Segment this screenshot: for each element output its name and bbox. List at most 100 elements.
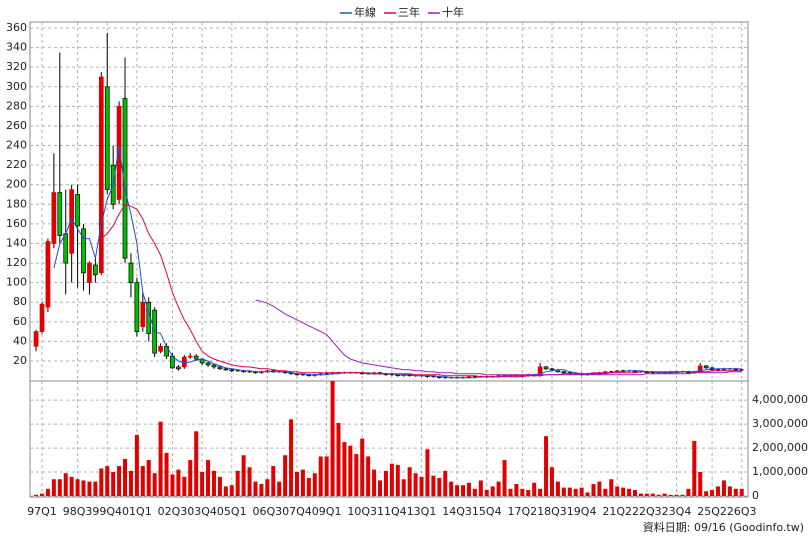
volume-bar — [686, 488, 691, 496]
x-tick-label: 26Q3 — [727, 505, 757, 518]
volume-bar — [294, 472, 299, 496]
volume-bar — [585, 492, 590, 496]
y2-tick-label: 1,000,000 — [752, 465, 808, 478]
x-tick-label: 01Q1 — [122, 505, 152, 518]
volume-bar — [455, 485, 460, 496]
candle-body — [223, 368, 229, 371]
volume-bar — [146, 460, 151, 496]
volume-bar — [51, 479, 56, 496]
volume-bar — [621, 487, 626, 496]
x-tick-label: 23Q4 — [662, 505, 692, 518]
volume-bar — [591, 484, 596, 496]
volume-bar — [532, 482, 537, 496]
volume-bar — [170, 474, 175, 496]
volume-bar — [123, 458, 128, 496]
volume-bar — [300, 469, 305, 496]
volume-bar — [152, 473, 157, 496]
x-tick-label: 09Q1 — [312, 505, 342, 518]
volume-bar — [389, 463, 394, 496]
volume-bar — [324, 456, 329, 496]
x-tick-label: 07Q4 — [282, 505, 312, 518]
y-tick-label: 120 — [6, 256, 27, 269]
x-tick-label: 21Q2 — [602, 505, 632, 518]
candle-body — [104, 86, 110, 190]
volume-bar — [478, 480, 483, 496]
candle-body — [33, 331, 39, 347]
volume-bar — [289, 419, 294, 496]
volume-bar — [561, 487, 566, 496]
candle-body — [158, 345, 163, 352]
volume-bar — [176, 469, 181, 496]
volume-bar — [484, 490, 489, 496]
volume-bar — [360, 438, 365, 496]
volume-bar — [656, 494, 661, 496]
volume-bar — [354, 454, 359, 496]
volume-bar — [128, 470, 133, 496]
volume-bar — [407, 467, 412, 496]
volume-bar — [378, 480, 383, 496]
candle-body — [549, 368, 555, 371]
volume-bar — [514, 484, 519, 496]
x-tick-label: 10Q3 — [347, 505, 377, 518]
volume-bar — [34, 494, 39, 496]
volume-bar — [538, 488, 543, 496]
volume-bar — [93, 481, 98, 496]
candle-body — [176, 366, 181, 370]
candle-body — [63, 233, 69, 264]
volume-bar — [597, 481, 602, 496]
volume-bar — [413, 473, 418, 496]
volume-bar — [235, 470, 240, 496]
y-tick-label: 320 — [6, 60, 27, 73]
volume-bar — [544, 436, 549, 496]
volume-bar — [229, 485, 234, 496]
volume-bar — [466, 482, 471, 496]
volume-bar — [63, 473, 68, 496]
volume-bar — [710, 490, 715, 496]
volume-bar — [579, 487, 584, 496]
volume-bar — [472, 488, 477, 496]
candle-body — [75, 194, 80, 227]
x-tick-label: 02Q3 — [158, 505, 188, 518]
volume-bar — [573, 488, 578, 496]
volume-bar — [662, 493, 667, 496]
volume-bar — [383, 470, 388, 496]
candle-body — [51, 192, 57, 244]
volume-bar — [698, 472, 703, 496]
candle-body — [98, 76, 104, 274]
volume-bar — [366, 456, 371, 496]
volume-bar — [164, 452, 169, 496]
y2-tick-label: 2,000,000 — [752, 441, 808, 454]
x-tick-label: 03Q4 — [187, 505, 217, 518]
x-tick-label: 98Q3 — [63, 505, 93, 518]
volume-bar — [158, 421, 163, 496]
volume-bar — [259, 484, 264, 496]
candle-body — [134, 282, 140, 332]
volume-bar — [217, 476, 222, 496]
volume-bar — [733, 488, 738, 496]
candle-body — [128, 262, 134, 284]
volume-bar — [425, 449, 430, 496]
volume-bar — [704, 491, 709, 496]
volume-bar — [330, 381, 335, 496]
volume-bar — [312, 473, 317, 496]
volume-bar — [182, 476, 187, 496]
volume-bar — [502, 460, 507, 496]
candle-body — [543, 366, 549, 370]
volume-bar — [277, 481, 282, 496]
volume-bar — [111, 472, 116, 496]
y-tick-label: 140 — [6, 236, 27, 249]
y-tick-label: 80 — [13, 295, 27, 308]
volume-bar — [99, 468, 104, 496]
volume-bar — [342, 442, 347, 496]
volume-bar — [140, 466, 145, 496]
y2-tick-label: 0 — [752, 489, 759, 502]
x-tick-label: 99Q4 — [92, 505, 122, 518]
volume-bar — [271, 466, 276, 496]
volume-bar — [401, 479, 406, 496]
volume-bar — [674, 494, 679, 496]
volume-bar — [81, 480, 86, 496]
y-tick-label: 360 — [6, 21, 27, 34]
candle-body — [39, 303, 45, 332]
